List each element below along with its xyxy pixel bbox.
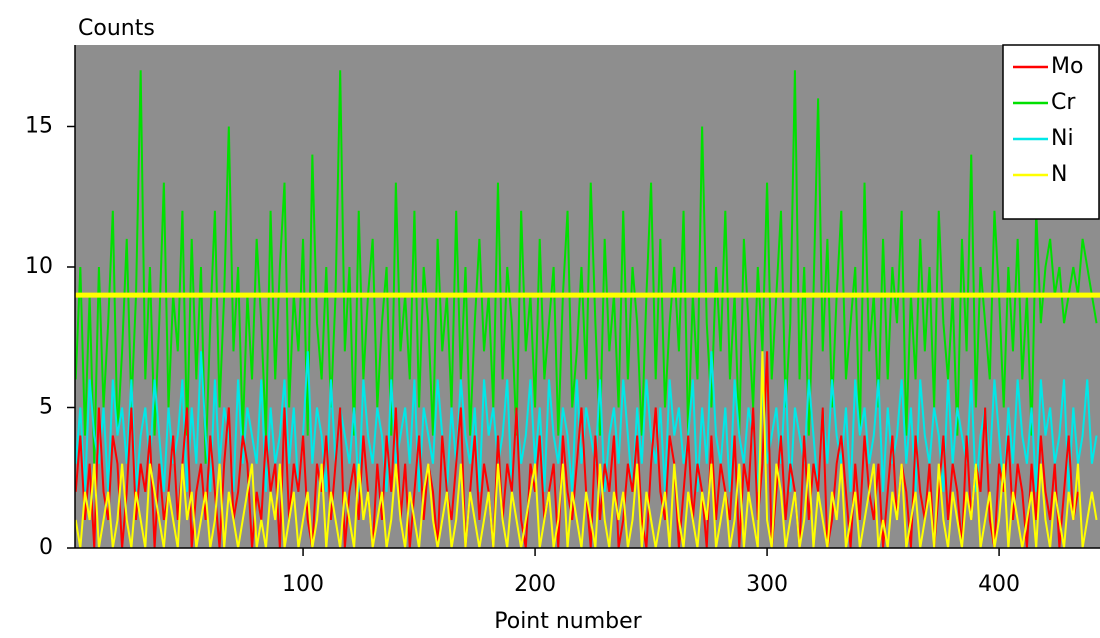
x-axis-title: Point number <box>494 609 642 634</box>
legend-label: N <box>1051 162 1067 187</box>
legend-label: Mo <box>1051 54 1083 79</box>
y-axis-title: Counts <box>78 16 155 41</box>
y-tick-label: 0 <box>39 535 53 560</box>
legend-label: Ni <box>1051 126 1074 151</box>
y-tick-label: 5 <box>39 394 53 419</box>
chart: Counts Point number 0 5 10 15 100 200 300 400 Mo… <box>0 0 1100 638</box>
x-tick-label: 400 <box>978 572 1020 597</box>
legend-label: Cr <box>1051 90 1076 115</box>
x-tick-label: 300 <box>746 572 788 597</box>
y-tick-label: 15 <box>25 113 53 138</box>
y-tick-label: 10 <box>25 254 53 279</box>
x-tick-label: 200 <box>514 572 556 597</box>
x-tick-label: 100 <box>282 572 324 597</box>
